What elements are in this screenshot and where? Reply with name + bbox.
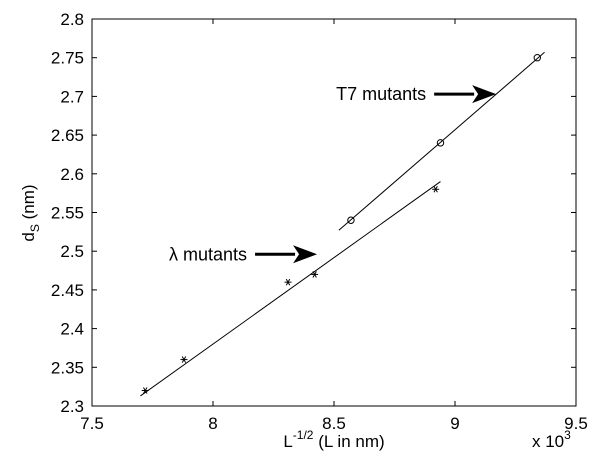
star-marker — [141, 387, 149, 394]
annotation: T7 mutants — [336, 84, 497, 104]
x-axis-multiplier: x 103 — [532, 428, 571, 451]
circle-marker — [533, 54, 541, 62]
star-marker — [180, 356, 188, 363]
annotations: T7 mutants λ mutants — [169, 84, 497, 264]
y-tick-label: 2.75 — [51, 49, 84, 68]
star-marker — [311, 271, 319, 278]
x-tick-label: 9 — [450, 414, 459, 433]
x-axis-label-sup: -1/2 — [293, 428, 314, 442]
annotation: λ mutants — [169, 244, 318, 264]
x-tick-label: 7.5 — [80, 414, 104, 433]
x-tick-label: 8 — [208, 414, 217, 433]
y-tick-label: 2.45 — [51, 281, 84, 300]
plot-area — [91, 18, 577, 407]
y-axis-label-sub: S — [28, 224, 42, 232]
star-marker — [432, 185, 440, 193]
x-axis-label-base: L — [283, 432, 292, 451]
data-markers — [141, 54, 541, 394]
y-tick-label: 2.35 — [51, 358, 84, 377]
y-tick-label: 2.4 — [60, 320, 84, 339]
annotation-label: T7 mutants — [336, 84, 426, 104]
y-tick-label: 2.3 — [60, 397, 84, 416]
arrow-head — [472, 85, 497, 104]
y-axis-label: dS (nm) — [19, 184, 42, 241]
x-axis-label: L-1/2 (L in nm) — [283, 428, 384, 451]
x-tick-label: 9.5 — [564, 414, 588, 433]
y-tick-label: 2.8 — [60, 10, 84, 29]
y-axis-label-rest: (nm) — [19, 184, 38, 224]
y-axis-label-base: d — [19, 232, 38, 241]
axis-ticks: 7.5 8 8.5 9 9.5 2.3 2.35 2.4 2.45 2.5 2.55 2.6 2.65 2… — [51, 10, 588, 433]
y-tick-label: 2.7 — [60, 87, 84, 106]
x-axis-multiplier-base: x 10 — [532, 432, 564, 451]
y-tick-label: 2.5 — [60, 242, 84, 261]
y-tick-label: 2.65 — [51, 126, 84, 145]
circle-marker — [436, 139, 445, 147]
star-marker — [284, 278, 292, 286]
fit-line — [140, 181, 441, 397]
arrow-head — [293, 245, 318, 264]
y-tick-label: 2.6 — [60, 165, 84, 184]
y-tick-label: 2.55 — [51, 204, 84, 223]
x-tick-label: 8.5 — [322, 414, 346, 433]
annotation-label: λ mutants — [169, 244, 247, 264]
circle-marker — [347, 216, 355, 224]
x-axis-label-rest: (L in nm) — [313, 432, 384, 451]
fit-line — [338, 51, 545, 231]
x-axis-multiplier-sup: 3 — [564, 428, 571, 442]
fit-lines — [140, 51, 545, 397]
